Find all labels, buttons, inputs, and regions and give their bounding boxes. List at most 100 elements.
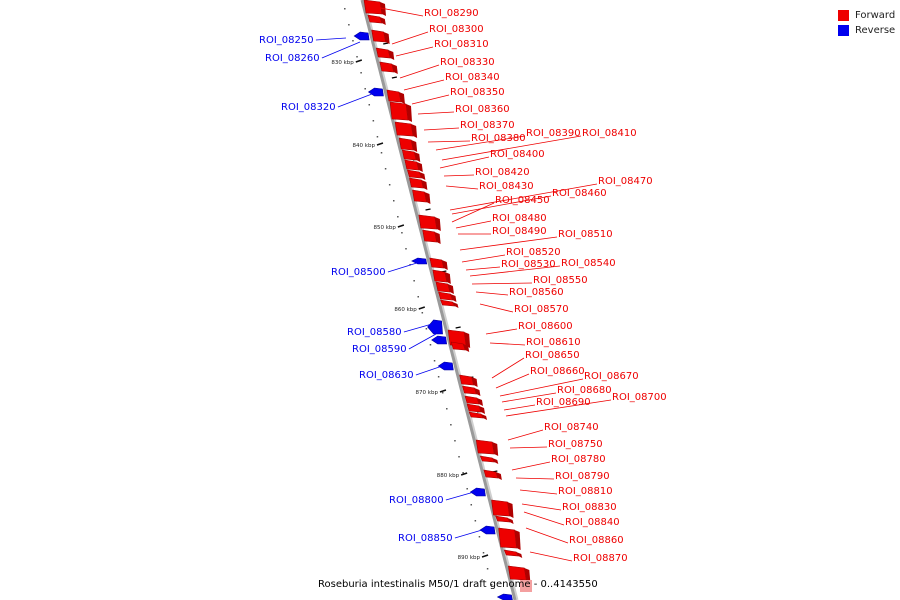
- forward-gene-shade: [444, 272, 451, 284]
- forward-leader-line: [369, 5, 424, 17]
- forward-gene-block: [412, 189, 427, 203]
- forward-leader-line: [505, 399, 612, 417]
- minor-tick: [388, 184, 391, 186]
- scale-label: 830 kbp: [331, 60, 354, 66]
- forward-gene-shade: [379, 17, 386, 25]
- reverse-leader-line: [408, 333, 437, 350]
- minor-tick: [437, 376, 440, 378]
- reverse-leader-line: [454, 529, 483, 539]
- forward-leader-line: [529, 551, 573, 562]
- forward-gene-block: [503, 549, 519, 557]
- minor-tick: [376, 136, 379, 138]
- forward-gene-shade: [464, 332, 471, 348]
- reverse-gene-block: [431, 335, 448, 345]
- forward-gene-shade: [481, 414, 488, 420]
- forward-gene-block: [475, 439, 495, 455]
- forward-gene-shade: [411, 124, 418, 138]
- forward-gene-block: [464, 395, 480, 405]
- gene-tick: [455, 326, 461, 329]
- scale-tick: [376, 142, 384, 146]
- reverse-gene-label: ROI_08250: [259, 35, 314, 46]
- forward-gene-shade: [495, 472, 502, 480]
- reverse-leader-line: [387, 261, 421, 273]
- minor-tick: [393, 200, 395, 202]
- forward-leader-line: [451, 195, 552, 215]
- forward-gene-label: ROI_08790: [555, 471, 610, 482]
- reverse-gene-label: ROI_08850: [398, 533, 453, 544]
- forward-leader-line: [439, 156, 490, 169]
- scale-label: 850 kbp: [373, 225, 396, 231]
- forward-gene-shade: [419, 172, 426, 180]
- reverse-swatch: [838, 25, 849, 36]
- forward-leader-line: [423, 127, 460, 131]
- forward-leader-line: [475, 291, 509, 296]
- minor-tick: [417, 296, 419, 298]
- forward-gene-block: [440, 299, 456, 307]
- minor-tick: [458, 456, 460, 458]
- forward-gene-block: [495, 515, 511, 523]
- scale-tick: [439, 389, 447, 393]
- forward-gene-label: ROI_08650: [525, 350, 580, 361]
- forward-gene-label: ROI_08480: [492, 213, 547, 224]
- reverse-gene-label: ROI_08260: [265, 53, 320, 64]
- forward-gene-shade: [507, 502, 514, 518]
- forward-gene-shade: [441, 260, 448, 270]
- minor-tick: [470, 504, 473, 506]
- reverse-gene-label: ROI_08500: [331, 267, 386, 278]
- gene-tick: [391, 76, 398, 79]
- forward-gene-label: ROI_08680: [557, 385, 612, 396]
- reverse-leader-line: [315, 37, 347, 41]
- minor-tick: [352, 40, 354, 42]
- forward-swatch: [838, 10, 849, 21]
- forward-leader-line: [523, 511, 565, 526]
- reverse-leader-line: [321, 41, 361, 59]
- forward-leader-line: [427, 140, 471, 143]
- forward-gene-block: [466, 403, 482, 413]
- forward-leader-line: [465, 266, 501, 271]
- forward-leader-line: [515, 477, 555, 480]
- forward-gene-label: ROI_08660: [530, 366, 585, 377]
- forward-gene-label: ROI_08310: [434, 39, 489, 50]
- forward-gene-label: ROI_08490: [492, 226, 547, 237]
- forward-gene-shade: [492, 442, 499, 456]
- forward-gene-block: [462, 385, 477, 395]
- forward-leader-line: [391, 31, 429, 45]
- reverse-gene-label: ROI_08580: [347, 327, 402, 338]
- forward-gene-block: [438, 291, 453, 301]
- forward-gene-shade: [406, 104, 413, 122]
- forward-gene-faded: [520, 580, 532, 592]
- forward-leader-line: [503, 404, 536, 411]
- forward-gene-shade: [414, 152, 421, 162]
- forward-leader-line: [451, 202, 495, 223]
- minor-tick: [421, 312, 424, 314]
- minor-tick: [356, 56, 358, 58]
- forward-gene-block: [479, 455, 495, 463]
- forward-gene-label: ROI_08410: [582, 128, 637, 139]
- forward-gene-label: ROI_08740: [544, 422, 599, 433]
- forward-gene-block: [418, 214, 438, 230]
- minor-tick: [360, 72, 362, 74]
- forward-leader-line: [501, 392, 557, 403]
- forward-gene-label: ROI_08700: [612, 392, 667, 403]
- forward-gene-shade: [524, 568, 531, 582]
- forward-gene-shade: [388, 50, 395, 60]
- forward-gene-label: ROI_08350: [450, 87, 505, 98]
- forward-leader-line: [519, 489, 558, 495]
- minor-tick: [405, 248, 407, 250]
- forward-gene-block: [429, 257, 445, 269]
- forward-gene-label: ROI_08390: [526, 128, 581, 139]
- forward-gene-shade: [492, 458, 499, 464]
- forward-gene-shade: [411, 140, 418, 152]
- forward-gene-block: [363, 0, 383, 15]
- forward-gene-shade: [474, 388, 481, 396]
- genome-axis: [360, 0, 517, 600]
- forward-gene-shade: [450, 294, 457, 302]
- minor-tick: [474, 520, 477, 522]
- forward-leader-line: [459, 236, 558, 251]
- forward-leader-line: [445, 185, 479, 190]
- forward-leader-line: [417, 111, 455, 115]
- forward-gene-label: ROI_08340: [445, 72, 500, 83]
- minor-tick: [454, 440, 456, 442]
- forward-gene-label: ROI_08600: [518, 321, 573, 332]
- forward-gene-shade: [463, 344, 470, 352]
